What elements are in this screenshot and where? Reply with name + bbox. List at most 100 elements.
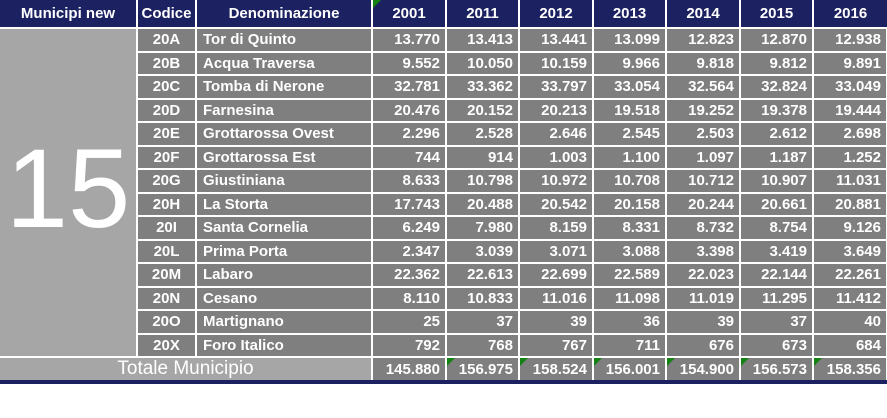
value-cell[interactable]: 8.732 — [665, 215, 741, 241]
value-cell[interactable]: 20.881 — [812, 191, 887, 217]
denominazione-cell[interactable]: Farnesina — [195, 97, 373, 123]
value-cell[interactable]: 9.818 — [665, 50, 741, 76]
total-value-cell[interactable]: 145.880 — [371, 356, 447, 384]
total-value-cell[interactable]: 158.524 — [518, 356, 594, 384]
value-cell[interactable]: 792 — [371, 332, 447, 358]
value-cell[interactable]: 20.488 — [445, 191, 520, 217]
value-cell[interactable]: 914 — [445, 144, 520, 170]
value-cell[interactable]: 11.098 — [592, 285, 667, 311]
value-cell[interactable]: 7.980 — [445, 215, 520, 241]
denominazione-cell[interactable]: Tomba di Nerone — [195, 74, 373, 100]
value-cell[interactable]: 20.244 — [665, 191, 741, 217]
value-cell[interactable]: 3.398 — [665, 238, 741, 264]
denominazione-cell[interactable]: Cesano — [195, 285, 373, 311]
value-cell[interactable]: 13.413 — [445, 27, 520, 53]
total-value-cell[interactable]: 156.573 — [739, 356, 814, 384]
value-cell[interactable]: 20.213 — [518, 97, 594, 123]
value-cell[interactable]: 33.054 — [592, 74, 667, 100]
value-cell[interactable]: 9.552 — [371, 50, 447, 76]
value-cell[interactable]: 676 — [665, 332, 741, 358]
total-value-cell[interactable]: 156.001 — [592, 356, 667, 384]
value-cell[interactable]: 39 — [665, 309, 741, 335]
value-cell[interactable]: 10.159 — [518, 50, 594, 76]
value-cell[interactable]: 1.003 — [518, 144, 594, 170]
value-cell[interactable]: 10.798 — [445, 168, 520, 194]
value-cell[interactable]: 1.100 — [592, 144, 667, 170]
value-cell[interactable]: 19.444 — [812, 97, 887, 123]
total-value-cell[interactable]: 156.975 — [445, 356, 520, 384]
codice-cell[interactable]: 20D — [136, 97, 197, 123]
codice-cell[interactable]: 20N — [136, 285, 197, 311]
value-cell[interactable]: 33.362 — [445, 74, 520, 100]
value-cell[interactable]: 10.972 — [518, 168, 594, 194]
value-cell[interactable]: 768 — [445, 332, 520, 358]
denominazione-cell[interactable]: Grottarossa Ovest — [195, 121, 373, 147]
value-cell[interactable]: 8.331 — [592, 215, 667, 241]
value-cell[interactable]: 37 — [739, 309, 814, 335]
value-cell[interactable]: 767 — [518, 332, 594, 358]
codice-cell[interactable]: 20I — [136, 215, 197, 241]
value-cell[interactable]: 40 — [812, 309, 887, 335]
value-cell[interactable]: 22.144 — [739, 262, 814, 288]
value-cell[interactable]: 33.797 — [518, 74, 594, 100]
value-cell[interactable]: 10.050 — [445, 50, 520, 76]
value-cell[interactable]: 22.699 — [518, 262, 594, 288]
value-cell[interactable]: 19.378 — [739, 97, 814, 123]
value-cell[interactable]: 17.743 — [371, 191, 447, 217]
value-cell[interactable]: 1.187 — [739, 144, 814, 170]
header-denominazione[interactable]: Denominazione — [195, 0, 373, 29]
value-cell[interactable]: 3.649 — [812, 238, 887, 264]
value-cell[interactable]: 8.754 — [739, 215, 814, 241]
denominazione-cell[interactable]: La Storta — [195, 191, 373, 217]
value-cell[interactable]: 12.823 — [665, 27, 741, 53]
header-year-2013[interactable]: 2013 — [592, 0, 667, 29]
value-cell[interactable]: 12.938 — [812, 27, 887, 53]
value-cell[interactable]: 13.441 — [518, 27, 594, 53]
header-year-2012[interactable]: 2012 — [518, 0, 594, 29]
value-cell[interactable]: 36 — [592, 309, 667, 335]
value-cell[interactable]: 33.049 — [812, 74, 887, 100]
value-cell[interactable]: 2.545 — [592, 121, 667, 147]
codice-cell[interactable]: 20O — [136, 309, 197, 335]
value-cell[interactable]: 2.347 — [371, 238, 447, 264]
value-cell[interactable]: 10.907 — [739, 168, 814, 194]
denominazione-cell[interactable]: Foro Italico — [195, 332, 373, 358]
value-cell[interactable]: 20.661 — [739, 191, 814, 217]
value-cell[interactable]: 9.966 — [592, 50, 667, 76]
value-cell[interactable]: 20.158 — [592, 191, 667, 217]
value-cell[interactable]: 20.152 — [445, 97, 520, 123]
value-cell[interactable]: 39 — [518, 309, 594, 335]
value-cell[interactable]: 25 — [371, 309, 447, 335]
denominazione-cell[interactable]: Tor di Quinto — [195, 27, 373, 53]
value-cell[interactable]: 1.097 — [665, 144, 741, 170]
codice-cell[interactable]: 20G — [136, 168, 197, 194]
value-cell[interactable]: 10.712 — [665, 168, 741, 194]
codice-cell[interactable]: 20A — [136, 27, 197, 53]
value-cell[interactable]: 2.503 — [665, 121, 741, 147]
value-cell[interactable]: 32.781 — [371, 74, 447, 100]
codice-cell[interactable]: 20C — [136, 74, 197, 100]
value-cell[interactable]: 1.252 — [812, 144, 887, 170]
total-value-cell[interactable]: 154.900 — [665, 356, 741, 384]
value-cell[interactable]: 2.528 — [445, 121, 520, 147]
value-cell[interactable]: 20.476 — [371, 97, 447, 123]
value-cell[interactable]: 22.613 — [445, 262, 520, 288]
value-cell[interactable]: 3.039 — [445, 238, 520, 264]
value-cell[interactable]: 9.812 — [739, 50, 814, 76]
codice-cell[interactable]: 20B — [136, 50, 197, 76]
value-cell[interactable]: 3.419 — [739, 238, 814, 264]
header-year-2001[interactable]: 2001 — [371, 0, 447, 29]
value-cell[interactable]: 20.542 — [518, 191, 594, 217]
denominazione-cell[interactable]: Labaro — [195, 262, 373, 288]
total-label-cell[interactable]: Totale Municipio — [0, 356, 373, 384]
value-cell[interactable]: 19.518 — [592, 97, 667, 123]
denominazione-cell[interactable]: Santa Cornelia — [195, 215, 373, 241]
value-cell[interactable]: 8.159 — [518, 215, 594, 241]
value-cell[interactable]: 9.891 — [812, 50, 887, 76]
value-cell[interactable]: 19.252 — [665, 97, 741, 123]
denominazione-cell[interactable]: Prima Porta — [195, 238, 373, 264]
value-cell[interactable]: 10.708 — [592, 168, 667, 194]
value-cell[interactable]: 22.589 — [592, 262, 667, 288]
codice-cell[interactable]: 20H — [136, 191, 197, 217]
value-cell[interactable]: 6.249 — [371, 215, 447, 241]
